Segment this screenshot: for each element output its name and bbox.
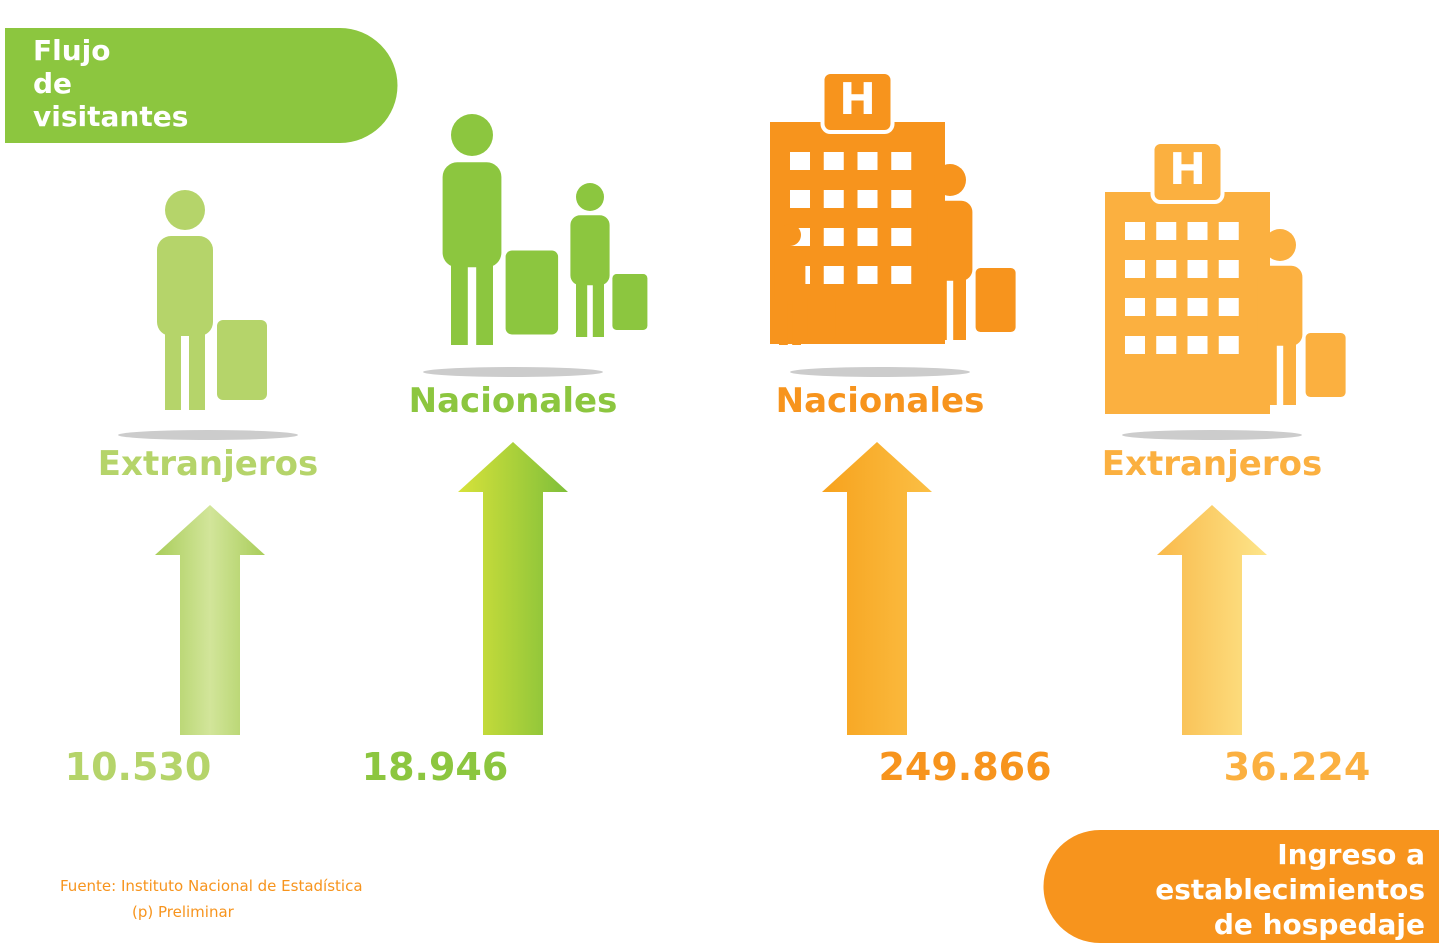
- item-value: 36.224: [1224, 745, 1371, 789]
- hotel-window: [1188, 222, 1208, 240]
- person-body: [775, 249, 806, 304]
- hotel-window: [824, 152, 844, 170]
- hotel-window: [1219, 336, 1239, 354]
- item: Extranjeros 10.530: [65, 190, 319, 789]
- item-label: Extranjeros: [1102, 444, 1322, 484]
- item-value: 249.866: [878, 745, 1051, 789]
- person-leg: [1283, 341, 1296, 405]
- hotel-window: [1219, 222, 1239, 240]
- item: H Nacionales 249.866: [770, 72, 1052, 789]
- person-body: [443, 162, 502, 267]
- hotel-window: [858, 266, 878, 284]
- suitcase: [1306, 333, 1346, 397]
- hotel-h: H: [839, 74, 876, 125]
- item: Nacionales 18.946: [362, 114, 648, 789]
- shadow: [1122, 430, 1302, 440]
- hotel-window: [1156, 260, 1176, 278]
- item-label: Nacionales: [409, 381, 618, 421]
- person-body: [570, 215, 609, 285]
- person-leg: [189, 330, 205, 410]
- person-leg: [953, 276, 966, 340]
- hotel-window: [1125, 298, 1145, 316]
- person-leg: [451, 261, 468, 345]
- person-head: [576, 183, 604, 211]
- person-leg: [165, 330, 181, 410]
- suitcase: [612, 274, 647, 330]
- item-value: 18.946: [362, 745, 509, 789]
- hotel-window: [858, 152, 878, 170]
- item-label: Nacionales: [776, 381, 985, 421]
- hotel-window: [1219, 260, 1239, 278]
- arrow: [458, 442, 568, 735]
- person-head: [1264, 229, 1296, 261]
- hotel-window: [1156, 336, 1176, 354]
- item-label: Extranjeros: [98, 444, 318, 484]
- header-title: Flujo: [33, 34, 111, 67]
- person-body: [157, 236, 213, 336]
- hotel-window: [824, 190, 844, 208]
- hotel-window: [824, 228, 844, 246]
- footer-title: Ingreso a: [1277, 838, 1425, 871]
- hotel-window: [1188, 260, 1208, 278]
- person-leg: [476, 261, 493, 345]
- item: H Extranjeros 36.224: [1102, 142, 1371, 789]
- hotel-window: [790, 152, 810, 170]
- hotel-window: [1125, 336, 1145, 354]
- hotel-window: [858, 228, 878, 246]
- person-leg: [1264, 341, 1277, 405]
- hotel-window: [858, 190, 878, 208]
- hotel-window: [1219, 298, 1239, 316]
- hotel-window: [1125, 222, 1145, 240]
- hotel-window: [891, 190, 911, 208]
- hotel-window: [891, 266, 911, 284]
- source-line: (p) Preliminar: [132, 903, 235, 921]
- person-leg: [934, 276, 947, 340]
- hotel-window: [1156, 298, 1176, 316]
- arrow: [1157, 505, 1267, 735]
- suitcase: [217, 320, 267, 400]
- hotel-window: [891, 152, 911, 170]
- shadow: [790, 367, 970, 377]
- person-head: [165, 190, 205, 230]
- source-line: Fuente: Instituto Nacional de Estadístic…: [60, 877, 363, 895]
- person-head: [934, 164, 966, 196]
- hotel-window: [1156, 222, 1176, 240]
- person-body: [1258, 266, 1303, 346]
- person-head: [779, 224, 801, 246]
- person-leg: [593, 281, 604, 337]
- arrow: [155, 505, 265, 735]
- hotel-h: H: [1169, 144, 1206, 195]
- person-body: [928, 201, 973, 281]
- footer-title: de hospedaje: [1214, 908, 1425, 941]
- arrow: [822, 442, 932, 735]
- shadow: [423, 367, 603, 377]
- hotel-window: [790, 190, 810, 208]
- suitcase: [506, 251, 558, 335]
- header-title: de: [33, 67, 72, 100]
- suitcase: [808, 296, 836, 340]
- hotel-window: [1125, 260, 1145, 278]
- person-leg: [576, 281, 587, 337]
- footer-title: establecimientos: [1155, 873, 1425, 906]
- hotel-window: [824, 266, 844, 284]
- suitcase: [976, 268, 1016, 332]
- header-title: visitantes: [33, 100, 188, 133]
- shadow: [118, 430, 298, 440]
- person-head: [451, 114, 493, 156]
- person-leg: [779, 301, 788, 345]
- hotel-window: [1188, 336, 1208, 354]
- item-value: 10.530: [65, 745, 212, 789]
- hotel-window: [891, 228, 911, 246]
- person-leg: [792, 301, 801, 345]
- hotel-window: [1188, 298, 1208, 316]
